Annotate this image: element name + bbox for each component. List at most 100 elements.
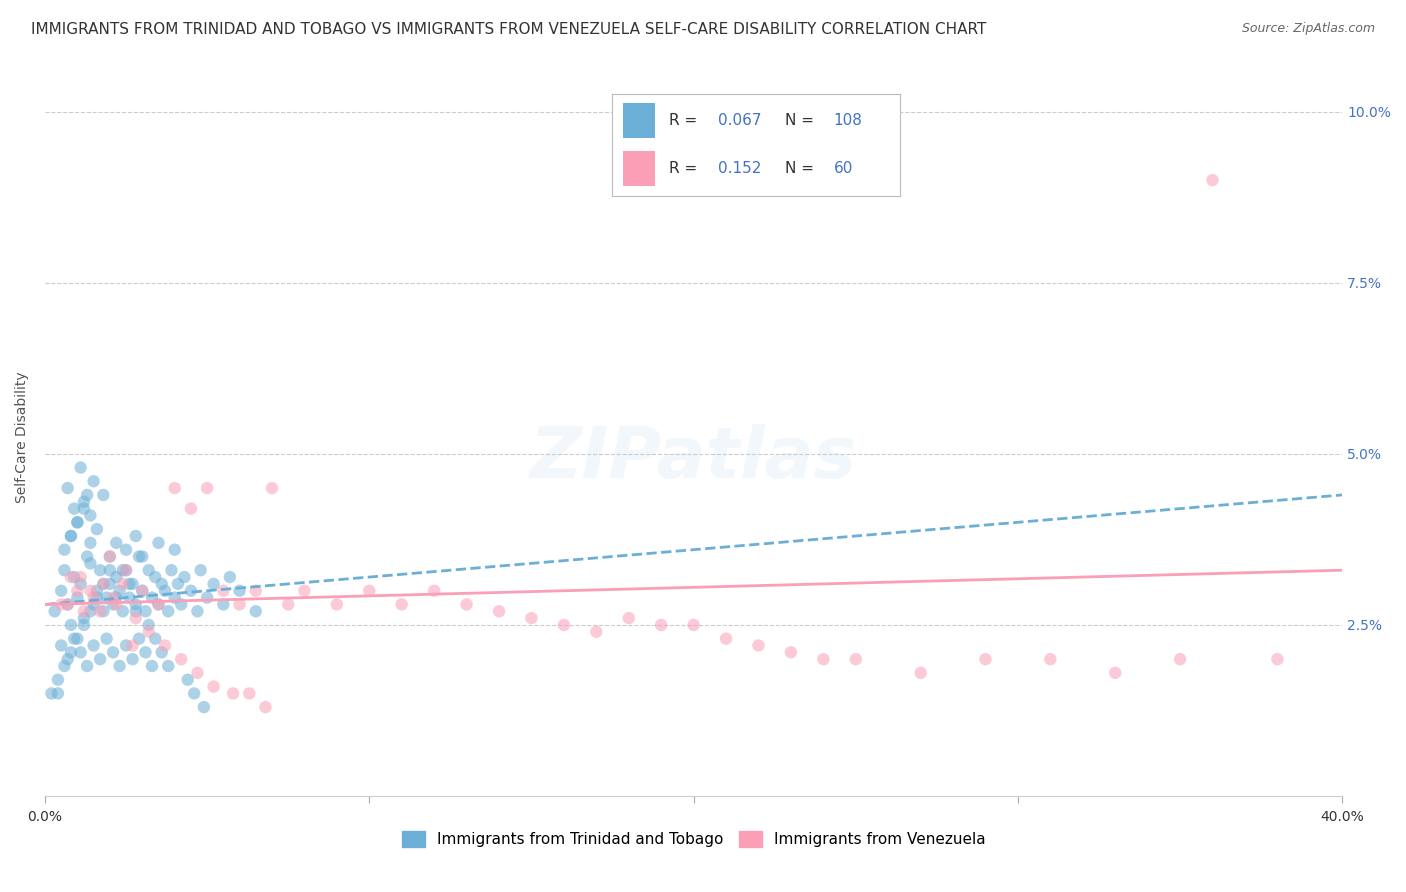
Text: N =: N = <box>785 161 818 176</box>
Point <box>98 549 121 564</box>
Point <box>780 645 803 659</box>
Point <box>63 501 86 516</box>
Point <box>163 481 186 495</box>
Point <box>176 673 198 687</box>
Point <box>143 570 166 584</box>
Point <box>125 611 148 625</box>
Point <box>121 652 143 666</box>
Point <box>66 516 89 530</box>
Y-axis label: Self-Care Disability: Self-Care Disability <box>15 371 30 502</box>
Point <box>160 563 183 577</box>
Point <box>163 542 186 557</box>
Point <box>46 673 69 687</box>
Point <box>186 665 208 680</box>
Point <box>89 604 111 618</box>
Point <box>79 604 101 618</box>
Point <box>83 639 105 653</box>
Point <box>488 604 510 618</box>
Point <box>202 577 225 591</box>
Text: 0.152: 0.152 <box>718 161 762 176</box>
Point <box>143 632 166 646</box>
Point <box>359 583 381 598</box>
Point <box>138 618 160 632</box>
Point <box>148 536 170 550</box>
Point <box>254 700 277 714</box>
Point <box>148 598 170 612</box>
Point <box>98 577 121 591</box>
Point <box>93 488 115 502</box>
Point <box>93 604 115 618</box>
Point <box>53 542 76 557</box>
Point <box>98 563 121 577</box>
Point <box>56 652 79 666</box>
Point <box>56 598 79 612</box>
Point <box>1168 652 1191 666</box>
Point <box>202 680 225 694</box>
Point <box>111 563 134 577</box>
Point <box>180 583 202 598</box>
Point <box>46 686 69 700</box>
Point <box>86 522 108 536</box>
Point <box>76 659 98 673</box>
Point <box>125 598 148 612</box>
Point <box>69 460 91 475</box>
Point <box>118 577 141 591</box>
Point <box>150 645 173 659</box>
Point <box>76 488 98 502</box>
Point <box>150 577 173 591</box>
Text: 0.067: 0.067 <box>718 112 762 128</box>
Point <box>682 618 704 632</box>
Point <box>138 563 160 577</box>
Point <box>76 549 98 564</box>
Point <box>108 659 131 673</box>
Point <box>910 665 932 680</box>
Bar <box>623 151 655 186</box>
Point <box>294 583 316 598</box>
Point <box>228 583 250 598</box>
Point <box>56 481 79 495</box>
Point <box>153 639 176 653</box>
Point <box>69 577 91 591</box>
Point <box>180 501 202 516</box>
Point <box>125 604 148 618</box>
Point <box>520 611 543 625</box>
Point <box>41 686 63 700</box>
Point <box>121 577 143 591</box>
Point <box>56 598 79 612</box>
Point <box>101 598 124 612</box>
Point <box>141 659 163 673</box>
Legend: Immigrants from Trinidad and Tobago, Immigrants from Venezuela: Immigrants from Trinidad and Tobago, Imm… <box>395 825 991 853</box>
Point <box>148 598 170 612</box>
Point <box>195 591 218 605</box>
Point <box>69 645 91 659</box>
Point <box>186 604 208 618</box>
Point <box>96 632 118 646</box>
Text: ZIPatlas: ZIPatlas <box>530 424 858 492</box>
Point <box>190 563 212 577</box>
Point <box>101 591 124 605</box>
Point <box>277 598 299 612</box>
Point <box>173 570 195 584</box>
Point <box>59 570 82 584</box>
Point <box>115 563 138 577</box>
Point <box>183 686 205 700</box>
Text: 108: 108 <box>834 112 862 128</box>
Point <box>218 570 240 584</box>
Point <box>260 481 283 495</box>
Point <box>59 529 82 543</box>
Point <box>79 508 101 523</box>
Point <box>63 570 86 584</box>
Point <box>121 639 143 653</box>
Point <box>747 639 769 653</box>
Point <box>89 563 111 577</box>
Point <box>167 577 190 591</box>
Point <box>131 549 153 564</box>
Point <box>138 624 160 639</box>
Point <box>131 583 153 598</box>
Point <box>391 598 413 612</box>
Point <box>157 604 180 618</box>
Point <box>101 645 124 659</box>
Text: R =: R = <box>669 161 703 176</box>
Point <box>79 583 101 598</box>
Point <box>86 583 108 598</box>
